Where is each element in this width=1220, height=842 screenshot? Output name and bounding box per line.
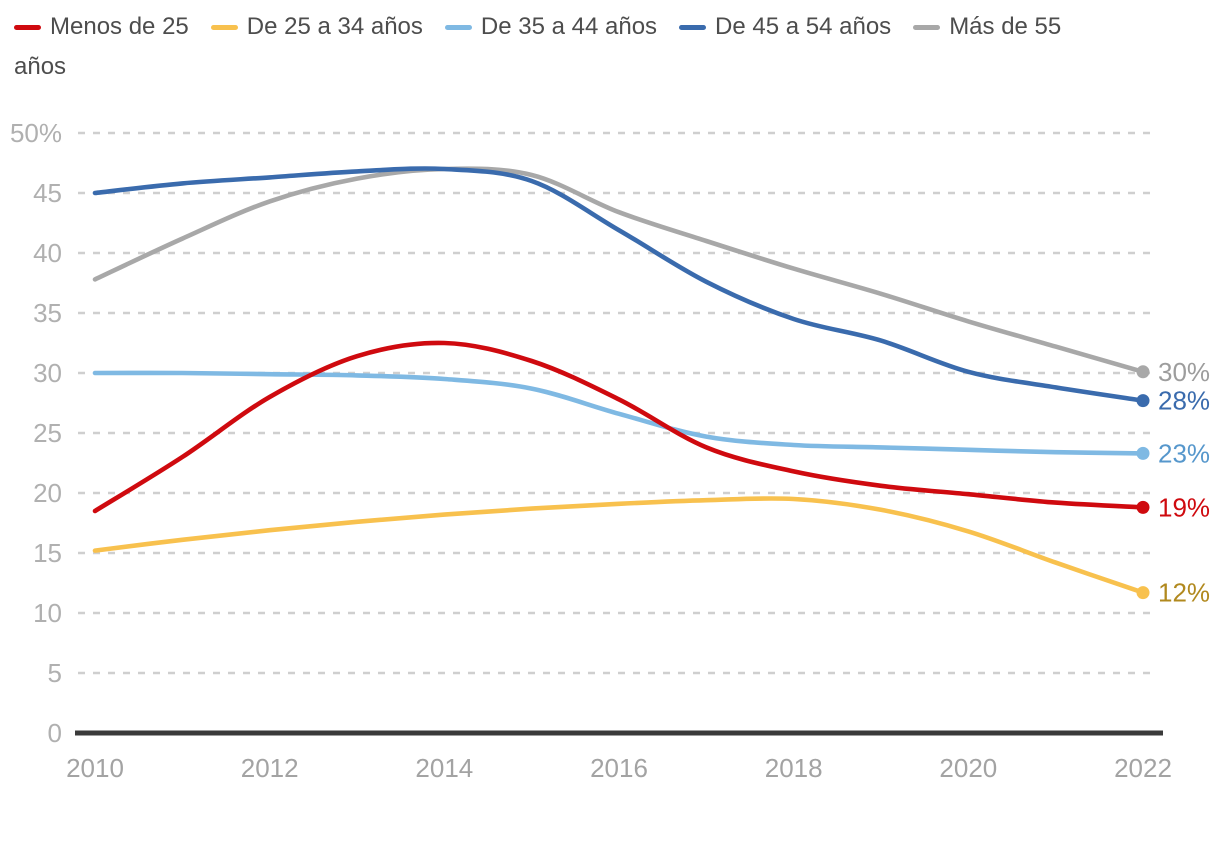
legend-item-1: Menos de 25: [14, 12, 189, 42]
series-end-value-label-de-45-a-54-a-os: 28%: [1158, 386, 1210, 416]
series-end-dot-de-45-a-54-a-os: [1136, 394, 1150, 408]
y-axis-tick-label: 20: [33, 478, 62, 508]
legend-wrapped-label: años: [14, 53, 67, 80]
legend-item-3: De 35 a 44 años: [444, 12, 658, 42]
series-end-dot-de-35-a-44-a-os: [1136, 446, 1150, 460]
chart-legend: Menos de 25 De 25 a 34 años De 35 a 44 año…: [14, 12, 1209, 82]
series-line-de-35-a-44-a-os: [92, 370, 1146, 456]
legend-item-label: De 35 a 44 años: [480, 13, 658, 40]
legend-item-5: Más de 55: [913, 12, 1061, 42]
x-axis-tick-label: 2012: [241, 753, 299, 783]
y-axis-tick-label: 45: [33, 178, 62, 208]
series-line-de-25-a-34-a-os: [92, 496, 1146, 595]
y-axis-tick-label: 40: [33, 238, 62, 268]
y-axis-tick-label: 30: [33, 358, 62, 388]
x-axis-tick-label: 2018: [765, 753, 823, 783]
y-axis-tick-label: 10: [33, 598, 62, 628]
legend-swatch-icon: [913, 24, 941, 30]
legend-item-label: De 25 a 34 años: [246, 13, 423, 40]
series-line-menos-de-25: [92, 340, 1146, 514]
x-axis-tick-label: 2010: [66, 753, 124, 783]
series-end-dot-de-25-a-34-a-os: [1136, 586, 1150, 600]
series-end-value-label-de-25-a-34-a-os: 12%: [1158, 578, 1210, 608]
legend-item-4: De 45 a 54 años: [679, 12, 891, 42]
x-axis-tick-label: 2014: [415, 753, 473, 783]
y-axis-tick-label: 35: [33, 298, 62, 328]
series-end-value-label-de-35-a-44-a-os: 23%: [1158, 438, 1210, 468]
y-axis-tick-label: 0: [48, 718, 62, 748]
legend-swatch-icon: [210, 24, 238, 30]
series-line-de-45-a-54-a-os: [92, 166, 1146, 403]
series-end-dot-menos-de-25: [1136, 500, 1150, 514]
legend-item-2: De 25 a 34 años: [210, 12, 423, 42]
x-axis-tick-label: 2020: [939, 753, 997, 783]
legend-swatch-icon: [14, 24, 41, 30]
y-axis-tick-label: 15: [33, 538, 62, 568]
series-line-m-s-de-55-a-os: [92, 166, 1146, 375]
y-axis-tick-label: 50%: [10, 118, 62, 148]
x-axis-tick-label: 2016: [590, 753, 648, 783]
legend-row-1: Menos de 25 De 25 a 34 años De 35 a 44 año…: [14, 12, 1209, 42]
legend-item-label: Más de 55: [949, 13, 1062, 40]
series-end-dot-m-s-de-55-a-os: [1136, 365, 1150, 379]
x-axis-tick-label: 2022: [1114, 753, 1172, 783]
legend-item-label: De 45 a 54 años: [715, 13, 892, 40]
legend-swatch-icon: [679, 24, 707, 30]
series-end-value-label-m-s-de-55-a-os: 30%: [1158, 357, 1210, 387]
series-end-value-label-menos-de-25: 19%: [1158, 492, 1210, 522]
y-axis-tick-label: 5: [48, 658, 62, 688]
legend-item-label: Menos de 25: [50, 13, 189, 40]
y-axis-tick-label: 25: [33, 418, 62, 448]
legend-swatch-icon: [444, 24, 472, 30]
